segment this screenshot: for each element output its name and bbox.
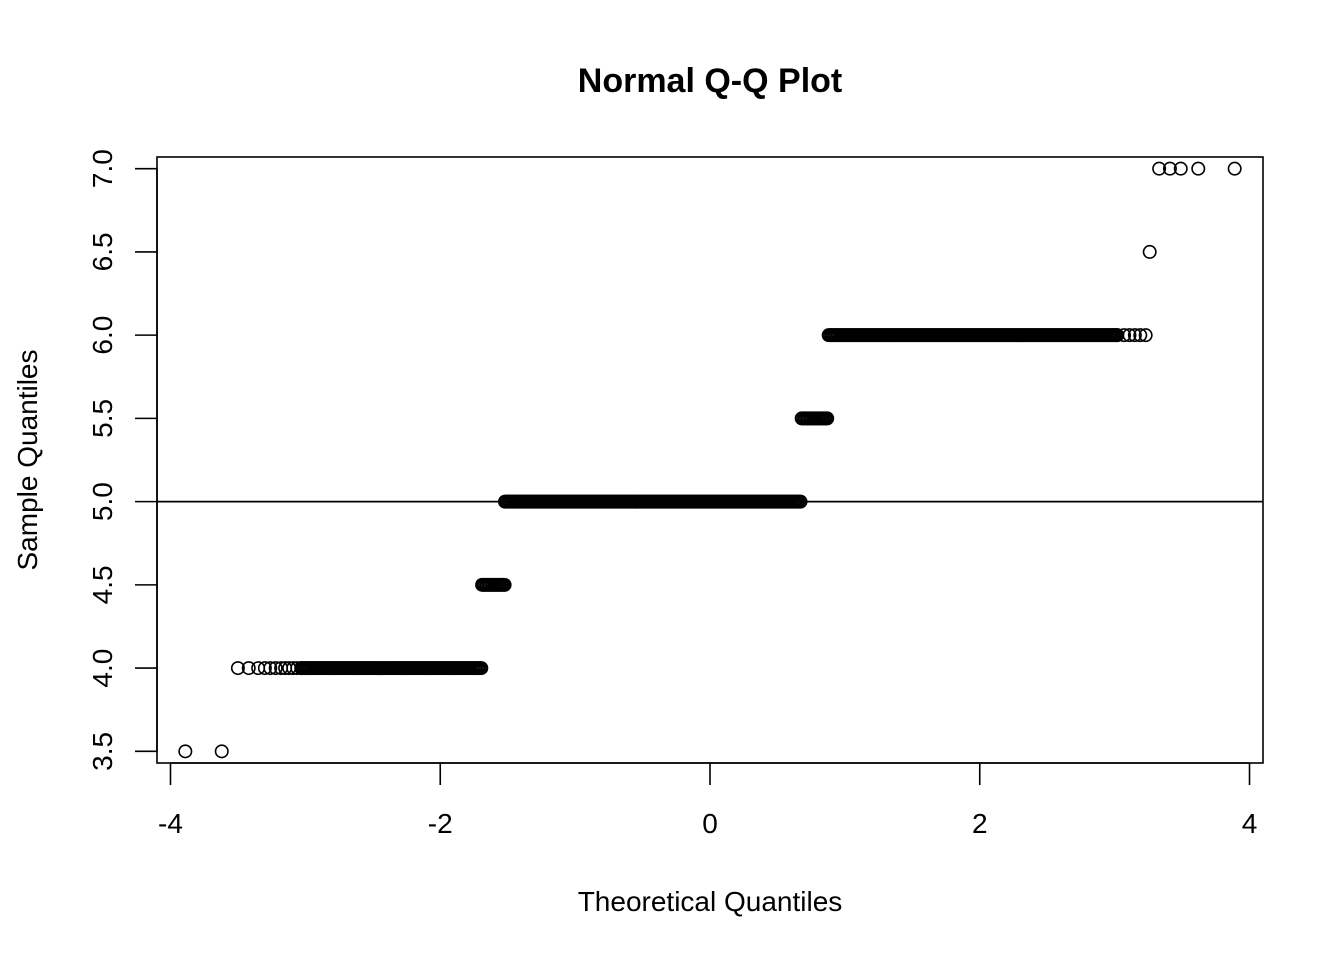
x-axis: -4 -2 0 2 4 [158, 762, 1258, 839]
data-point [1142, 244, 1157, 259]
y-tick-label: 7.0 [87, 149, 118, 188]
y-tick-label: 5.5 [87, 399, 118, 438]
data-point [497, 577, 512, 592]
data-point [286, 661, 301, 676]
data-point [290, 661, 305, 676]
data-point [820, 411, 835, 426]
data-point [1173, 161, 1188, 176]
y-tick-label: 4.5 [87, 565, 118, 604]
data-point [1227, 161, 1242, 176]
data-point [474, 661, 489, 676]
x-tick-label: 4 [1242, 808, 1258, 839]
data-point [1162, 161, 1177, 176]
data-point [1127, 328, 1142, 343]
data-point [294, 661, 309, 676]
x-tick-label: 2 [972, 808, 988, 839]
data-point [1138, 328, 1153, 343]
y-tick-label: 6.0 [87, 316, 118, 355]
data-point [214, 744, 229, 759]
y-tick-label: 6.5 [87, 232, 118, 271]
data-point [1117, 328, 1132, 343]
x-tick-label: 0 [702, 808, 718, 839]
data-point [178, 744, 193, 759]
x-tick-label: -4 [158, 808, 183, 839]
data-point [257, 661, 272, 676]
chart-title: Normal Q-Q Plot [578, 62, 842, 100]
y-axis-label: Sample Quantiles [12, 349, 43, 570]
data-point [793, 494, 808, 509]
data-point [268, 661, 283, 676]
y-axis: 3.5 4.0 4.5 5.0 5.5 6.0 6.5 7.0 [87, 149, 158, 771]
x-tick-label: -2 [428, 808, 453, 839]
y-tick-label: 4.0 [87, 649, 118, 688]
data-point [1152, 161, 1167, 176]
y-tick-label: 5.0 [87, 482, 118, 521]
data-point [1133, 328, 1148, 343]
data-point [230, 661, 245, 676]
data-point [1122, 328, 1137, 343]
data-points [178, 161, 1242, 759]
data-point [1191, 161, 1206, 176]
y-tick-label: 3.5 [87, 732, 118, 771]
data-point [263, 661, 278, 676]
data-point [241, 661, 256, 676]
x-axis-label: Theoretical Quantiles [578, 886, 843, 917]
